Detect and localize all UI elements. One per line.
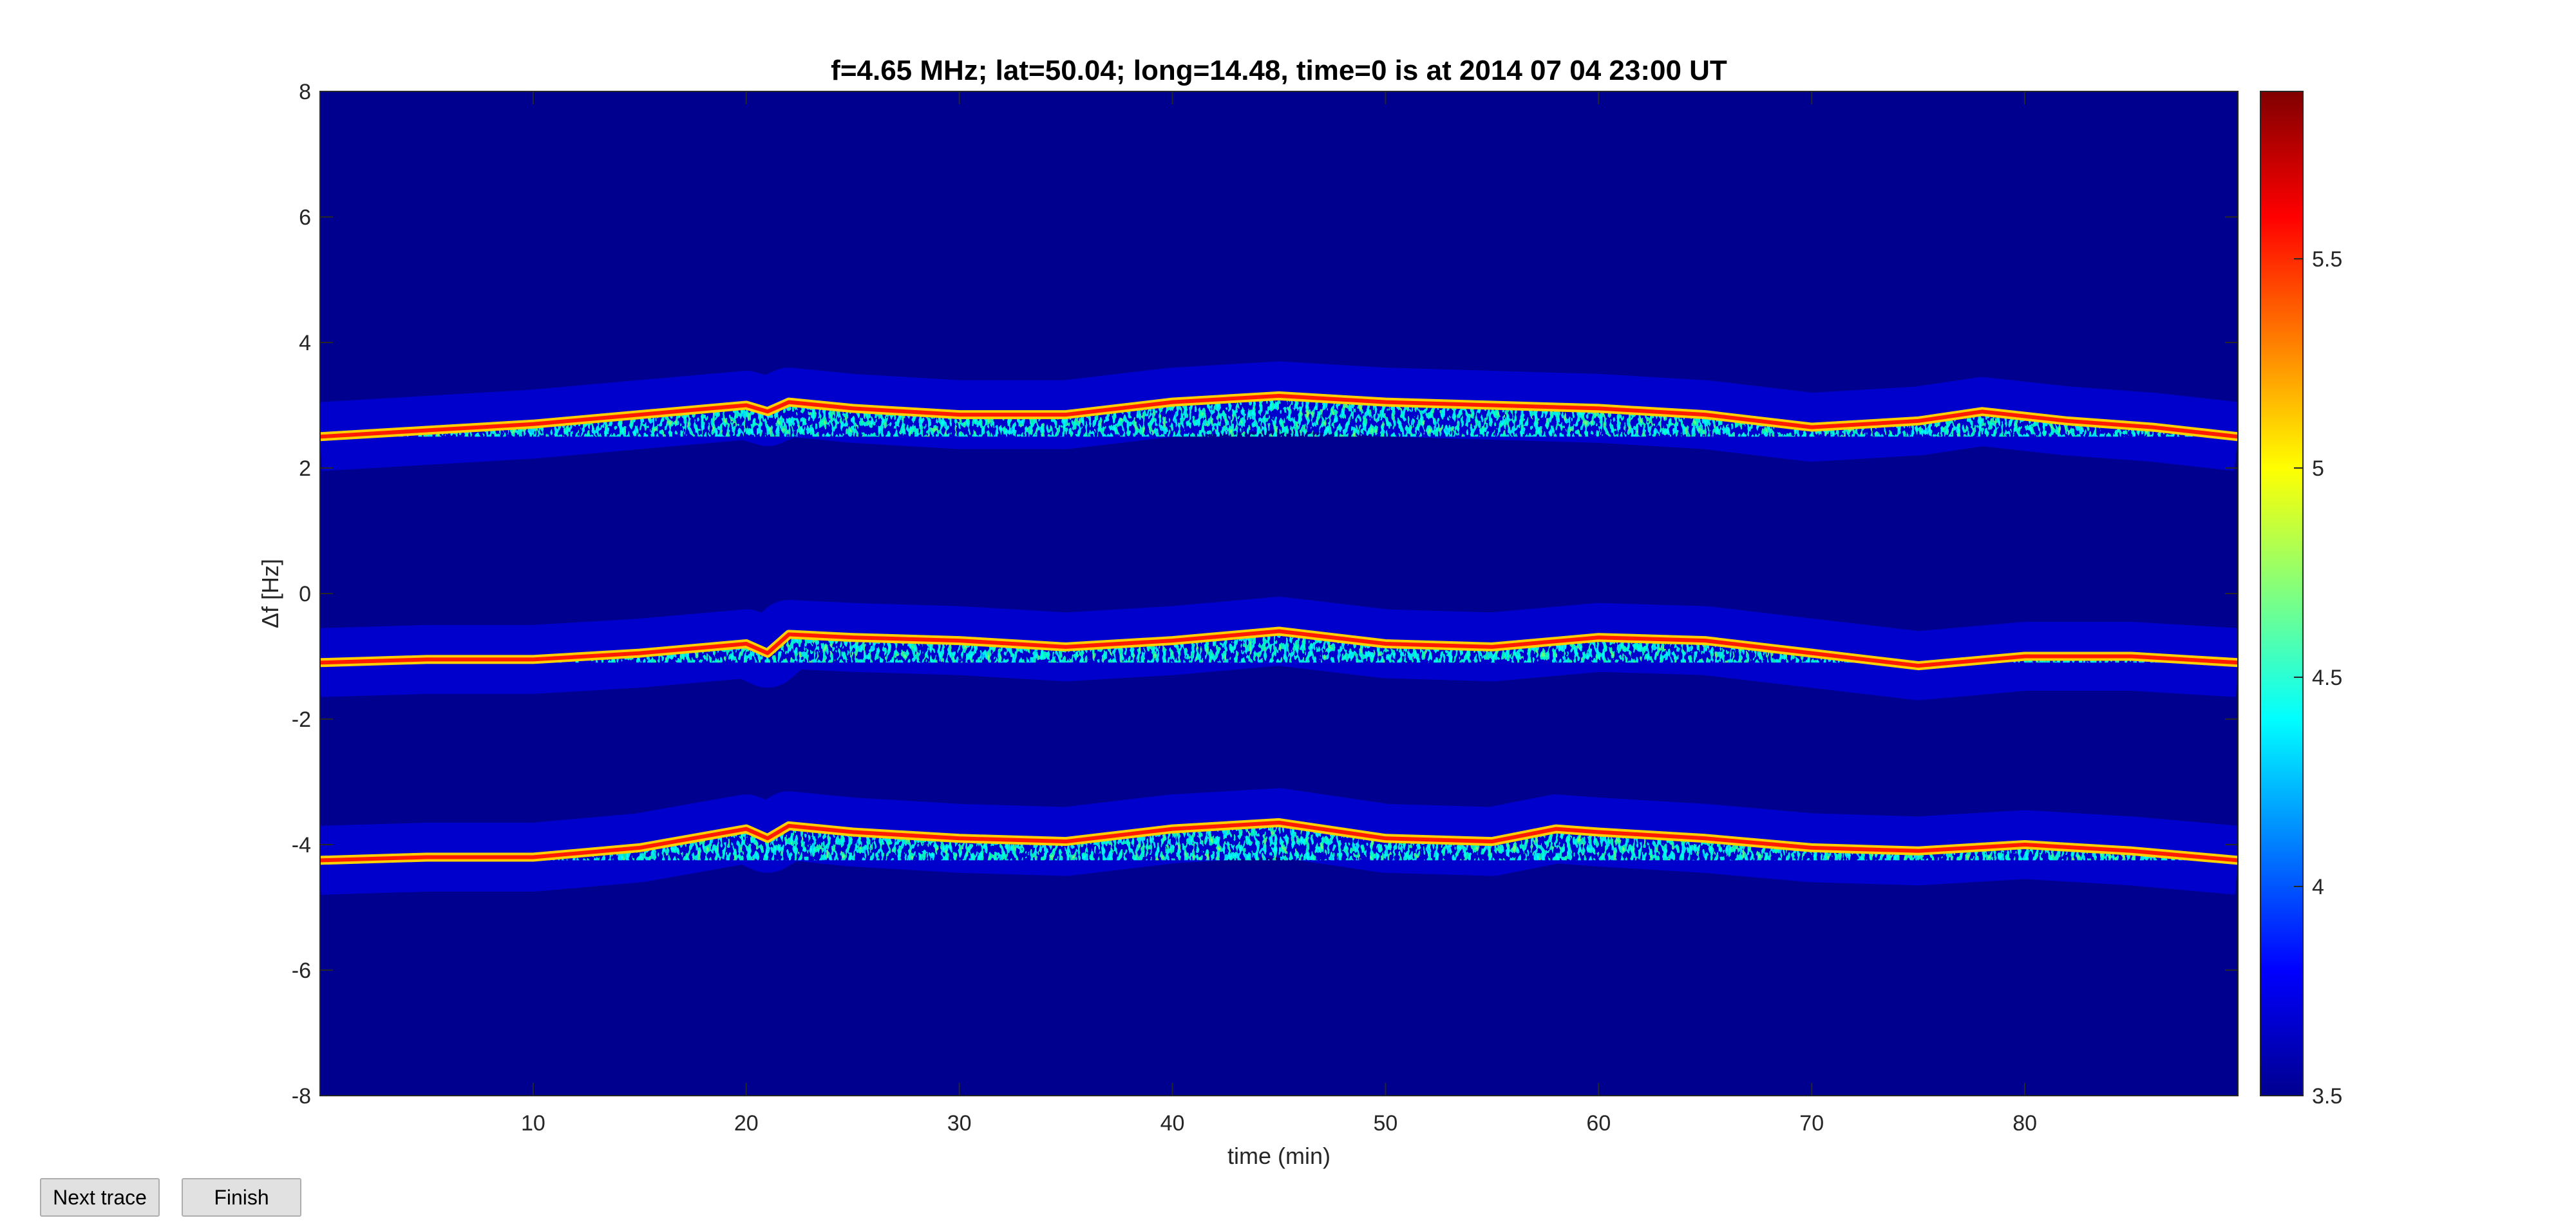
plot-background bbox=[320, 91, 2238, 1096]
x-tick-label-5: 60 bbox=[1586, 1111, 1611, 1136]
colorbar-tick-label-1: 4 bbox=[2312, 875, 2324, 899]
x-axis-label: time (min) bbox=[1227, 1143, 1331, 1169]
y-axis: -8 -6 -4 -2 0 2 4 6 8 bbox=[292, 80, 2238, 1109]
x-tick-label-2: 30 bbox=[947, 1111, 972, 1136]
y-axis-label: Δf [Hz] bbox=[257, 559, 283, 628]
x-tick-label-3: 40 bbox=[1160, 1111, 1185, 1136]
colorbar-ticks: 3.5 4 4.5 5 5.5 bbox=[2294, 247, 2342, 1109]
y-tick-label-4: 0 bbox=[299, 582, 311, 606]
colorbar-tick-label-4: 5.5 bbox=[2312, 247, 2342, 272]
y-tick-label-8: 8 bbox=[299, 80, 311, 104]
x-axis: 10 20 30 40 50 60 70 80 bbox=[521, 91, 2037, 1136]
trace-line-0 bbox=[320, 393, 2238, 439]
y-tick-label-5: 2 bbox=[299, 456, 311, 481]
colorbar bbox=[2260, 91, 2304, 1096]
colorbar-tick-label-3: 5 bbox=[2312, 456, 2324, 481]
x-tick-label-7: 80 bbox=[2012, 1111, 2037, 1136]
chart-title: f=4.65 MHz; lat=50.04; long=14.48, time=… bbox=[831, 55, 1727, 86]
trace-line-2 bbox=[320, 820, 2238, 863]
y-tick-label-6: 4 bbox=[299, 331, 311, 355]
colorbar-tick-label-0: 3.5 bbox=[2312, 1084, 2342, 1109]
x-tick-label-1: 20 bbox=[734, 1111, 759, 1136]
y-tick-label-2: -4 bbox=[292, 833, 311, 857]
traces-layer bbox=[320, 361, 2238, 895]
trace-line-1 bbox=[320, 629, 2238, 668]
next-trace-button[interactable]: Next trace bbox=[40, 1178, 160, 1217]
y-tick-label-1: -6 bbox=[292, 959, 311, 983]
y-tick-label-7: 6 bbox=[299, 205, 311, 230]
x-tick-label-0: 10 bbox=[521, 1111, 545, 1136]
x-tick-label-4: 50 bbox=[1374, 1111, 1398, 1136]
finish-button[interactable]: Finish bbox=[182, 1178, 301, 1217]
y-tick-label-0: -8 bbox=[292, 1084, 311, 1109]
y-tick-label-3: -2 bbox=[292, 707, 311, 732]
colorbar-tick-label-2: 4.5 bbox=[2312, 666, 2342, 690]
x-tick-label-6: 70 bbox=[1799, 1111, 1824, 1136]
